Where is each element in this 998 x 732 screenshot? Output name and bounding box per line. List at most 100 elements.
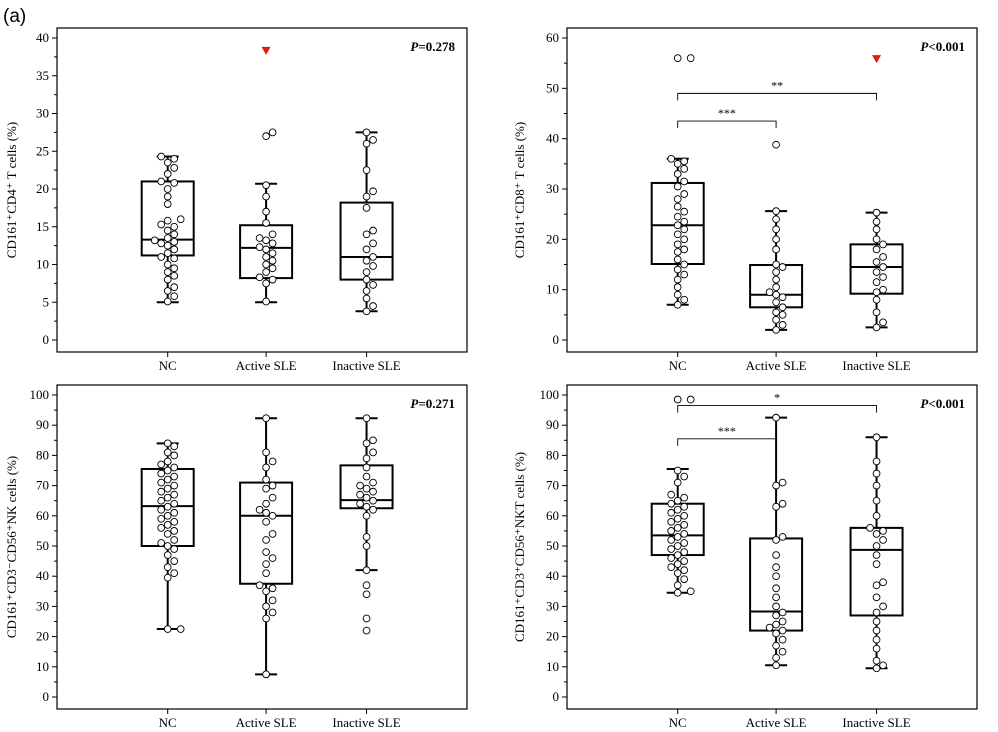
data-point: [772, 536, 780, 544]
data-point: [362, 439, 371, 448]
data-point: [163, 158, 172, 167]
data-point: [163, 502, 172, 511]
data-point: [268, 608, 277, 617]
data-point: [268, 493, 277, 502]
data-point: [680, 207, 689, 216]
x-tick-label: Active SLE: [236, 358, 297, 373]
chart-panel-3: 0 10 20 30 40 50 60 70 80 90 100 CD161⁺CD3⁻CD56⁺NK …: [4, 384, 468, 730]
data-point: [163, 260, 172, 269]
y-tick-label: 0: [553, 689, 560, 704]
y-axis-label: CD161⁺CD3⁻CD56⁺NK cells (%): [4, 456, 19, 638]
box-active-sle: [239, 128, 294, 306]
y-tick-label: 40: [36, 30, 49, 45]
data-point: [872, 295, 881, 304]
data-point: [170, 451, 179, 460]
data-point: [157, 505, 166, 514]
data-point: [170, 508, 179, 517]
data-point: [362, 454, 371, 463]
significance-bracket: [677, 120, 777, 129]
data-point: [765, 288, 774, 297]
data-point: [765, 623, 774, 632]
chart-panel-1: 0 5 10 15 20 25 30 35 40 CD161⁺CD4⁺ T cells (%) NC…: [4, 27, 468, 373]
data-point: [680, 502, 689, 511]
data-point: [362, 542, 371, 550]
box-inactive-sle: [339, 128, 394, 316]
y-tick-label: 10: [546, 282, 559, 297]
data-point: [362, 414, 371, 423]
data-point: [268, 596, 277, 605]
plot-frame: [566, 384, 978, 710]
y-tick-label: 10: [36, 659, 49, 674]
data-point: [667, 527, 676, 535]
data-point: [176, 625, 185, 633]
data-point: [778, 263, 787, 271]
data-point: [262, 236, 270, 245]
data-point: [673, 283, 682, 292]
x-tick-label: NC: [669, 715, 687, 730]
data-point: [268, 530, 277, 538]
data-point: [879, 263, 887, 271]
data-point: [157, 177, 166, 186]
y-tick-label: 90: [546, 417, 559, 432]
data-point: [362, 256, 371, 265]
p-value-label: P=0.278: [410, 39, 455, 54]
box-iqr: [849, 526, 904, 617]
data-point: [170, 179, 179, 187]
data-point: [680, 190, 689, 198]
data-point: [772, 140, 780, 149]
data-point: [268, 230, 277, 239]
data-point: [170, 527, 179, 535]
data-point: [872, 469, 881, 478]
data-point: [157, 239, 166, 248]
data-point: [362, 268, 371, 276]
data-point: [362, 581, 371, 590]
data-point: [255, 273, 264, 282]
box-inactive-sle: [339, 414, 394, 635]
data-point: [772, 593, 780, 602]
data-point: [680, 557, 689, 565]
data-point: [268, 239, 277, 248]
data-point: [872, 626, 881, 635]
data-point: [262, 448, 270, 457]
data-point: [369, 253, 377, 261]
data-point: [872, 656, 881, 665]
data-point: [163, 287, 172, 295]
data-point: [362, 166, 371, 174]
data-point: [157, 514, 166, 523]
data-point: [163, 200, 172, 208]
data-point: [262, 508, 270, 517]
data-point: [673, 195, 682, 203]
data-point: [772, 290, 780, 299]
data-point: [268, 584, 277, 593]
data-point: [163, 249, 172, 258]
data-point: [772, 215, 780, 224]
data-point: [362, 192, 371, 201]
data-point: [680, 493, 689, 502]
data-point: [673, 542, 682, 550]
data-point: [879, 602, 887, 611]
data-point: [778, 635, 787, 644]
data-point: [680, 548, 689, 556]
panel-label: (a): [3, 6, 26, 27]
data-point: [268, 511, 277, 520]
data-point: [879, 285, 887, 294]
data-point: [356, 481, 364, 490]
data-point: [362, 204, 371, 212]
data-point: [680, 245, 689, 254]
data-point: [667, 154, 676, 163]
y-tick-label: 70: [36, 478, 49, 493]
significance-stars: ***: [718, 106, 736, 120]
data-point: [879, 273, 887, 281]
data-point: [170, 283, 179, 292]
data-point: [680, 217, 689, 226]
data-point: [778, 293, 787, 302]
data-point: [772, 572, 780, 581]
data-point: [872, 258, 881, 266]
data-point: [673, 221, 682, 230]
data-point: [673, 230, 682, 239]
data-point: [872, 323, 881, 332]
y-tick-label: 10: [546, 659, 559, 674]
data-point: [772, 584, 780, 593]
data-point: [170, 264, 179, 273]
data-point: [667, 563, 676, 571]
